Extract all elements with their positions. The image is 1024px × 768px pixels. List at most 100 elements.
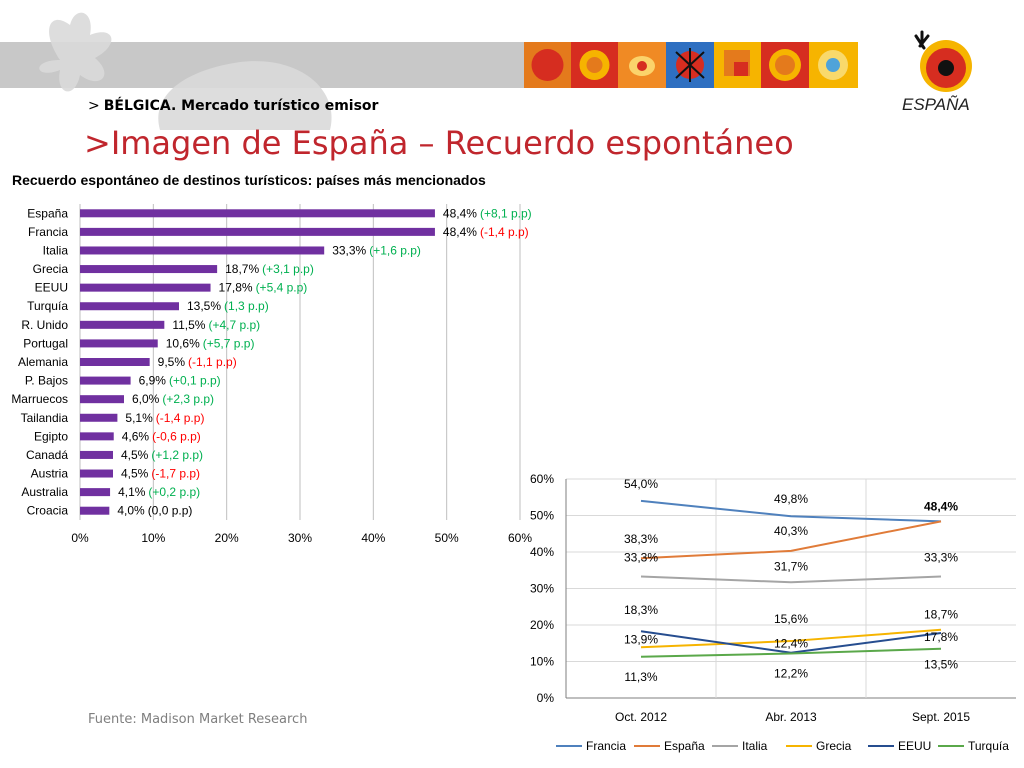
delta-label: (0,0 p.p)	[148, 504, 193, 518]
data-label: 11,3%	[624, 670, 657, 684]
legend-label: Italia	[742, 739, 768, 753]
tile-6	[761, 42, 809, 88]
legend-label: Francia	[586, 739, 626, 753]
delta-label: (-0,6 p.p)	[152, 429, 201, 443]
tile-3	[618, 42, 666, 88]
delta-label: (-1,4 p.p)	[480, 225, 529, 239]
value-label: 4,0%	[117, 504, 145, 518]
category-label: Francia	[28, 225, 68, 239]
series-line-grecia	[640, 628, 942, 649]
bar-annotation: 4,5% (-1,7 p.p)	[121, 467, 200, 481]
tile-5	[714, 42, 761, 88]
series-line-españa	[640, 520, 942, 560]
category-label: Croacia	[27, 504, 69, 518]
delta-label: (-1,4 p.p)	[156, 411, 205, 425]
bar-annotation: 4,0% (0,0 p.p)	[117, 504, 192, 518]
value-label: 17,8%	[219, 281, 253, 295]
data-label: 33,3%	[924, 550, 958, 564]
category-label: Tailandia	[21, 411, 69, 425]
tile-1	[524, 42, 571, 88]
bar	[80, 469, 113, 478]
value-label: 6,0%	[132, 392, 160, 406]
delta-label: (+2,3 p.p)	[162, 392, 214, 406]
delta-label: (+5,4 p.p)	[256, 281, 308, 295]
value-label: 18,7%	[225, 262, 259, 276]
delta-label: (+5,7 p.p)	[203, 336, 255, 350]
y-tick-label: 0%	[537, 691, 555, 705]
delta-label: (-1,1 p.p)	[188, 355, 237, 369]
bar-annotation: 4,1% (+0,2 p.p)	[118, 485, 200, 499]
line-chart: 0% 10% 20% 30% 40% 50% 60% Oct. 2012 Abr. 2013 Se…	[530, 472, 1016, 753]
category-label: EEUU	[35, 281, 68, 295]
data-label: 38,3%	[624, 532, 658, 546]
x-tick-label: Sept. 2015	[912, 710, 970, 724]
category-label: R. Unido	[21, 318, 68, 332]
data-label: 33,3%	[624, 550, 658, 564]
bar	[80, 506, 110, 515]
value-label: 11,5%	[172, 318, 205, 332]
tile-4	[666, 42, 714, 88]
data-label: 54,0%	[624, 477, 658, 491]
bar-annotation: 11,5% (+4,7 p.p)	[172, 318, 260, 332]
bar	[80, 413, 118, 422]
x-tick-label: 50%	[435, 531, 459, 545]
bar	[80, 358, 150, 366]
category-label: Portugal	[23, 336, 68, 350]
x-tick-label: 40%	[361, 531, 385, 545]
breadcrumb: > BÉLGICA. Mercado turístico emisor	[88, 98, 378, 114]
bar-annotation: 10,6% (+5,7 p.p)	[166, 336, 255, 350]
value-label: 4,5%	[121, 448, 149, 462]
category-label: P. Bajos	[25, 374, 68, 388]
data-label: 15,6%	[774, 612, 808, 626]
value-label: 33,3%	[332, 243, 366, 257]
bar	[80, 339, 158, 348]
breadcrumb-text: BÉLGICA. Mercado turístico emisor	[103, 98, 379, 114]
bar	[80, 246, 325, 255]
bar	[80, 227, 435, 236]
source-note: Fuente: Madison Market Research	[88, 712, 308, 727]
data-label: 31,7%	[774, 559, 808, 573]
bar-annotation: 17,8% (+5,4 p.p)	[219, 281, 308, 295]
x-tick-label: Abr. 2013	[765, 710, 817, 724]
delta-label: (+1,2 p.p)	[151, 448, 203, 462]
bar	[80, 450, 113, 459]
bar	[80, 209, 435, 218]
value-label: 13,5%	[187, 299, 221, 313]
y-tick-label: 20%	[530, 618, 554, 632]
data-label: 18,3%	[624, 603, 658, 617]
legend-label: España	[664, 739, 705, 753]
page-title: >Imagen de España – Recuerdo espontáneo	[84, 124, 794, 162]
logo-text: ESPAÑA	[902, 95, 970, 114]
legend-label: Turquía	[968, 739, 1009, 753]
bar	[80, 265, 218, 274]
data-label: 17,8%	[924, 630, 958, 644]
value-label: 5,1%	[125, 411, 153, 425]
breadcrumb-chevron: >	[88, 98, 100, 114]
data-label: 49,8%	[774, 492, 808, 506]
bar-annotation: 6,0% (+2,3 p.p)	[132, 392, 214, 406]
value-label: 9,5%	[158, 355, 186, 369]
bar	[80, 432, 114, 441]
category-label: Grecia	[33, 262, 69, 276]
delta-label: (+0,1 p.p)	[169, 374, 221, 388]
y-tick-label: 60%	[530, 472, 554, 486]
data-label: 12,4%	[774, 637, 808, 651]
value-label: 4,6%	[122, 429, 150, 443]
delta-label: (+8,1 p.p)	[480, 206, 532, 220]
category-label: Austria	[31, 467, 69, 481]
value-label: 10,6%	[166, 336, 200, 350]
x-tick-label: 10%	[141, 531, 165, 545]
bar-annotation: 13,5% (1,3 p.p)	[187, 299, 269, 313]
bar	[80, 283, 211, 292]
bar	[80, 320, 165, 329]
x-tick-label: Oct. 2012	[615, 710, 667, 724]
data-label: 40,3%	[774, 524, 808, 538]
legend-label: Grecia	[816, 739, 852, 753]
delta-label: (+4,7 p.p)	[208, 318, 260, 332]
value-label: 48,4%	[443, 206, 477, 220]
series-line-italia	[640, 575, 942, 584]
y-tick-label: 50%	[530, 509, 554, 523]
bar-annotation: 6,9% (+0,1 p.p)	[139, 374, 221, 388]
category-label: Canadá	[26, 448, 68, 462]
bar-annotation: 33,3% (+1,6 p.p)	[332, 243, 421, 257]
